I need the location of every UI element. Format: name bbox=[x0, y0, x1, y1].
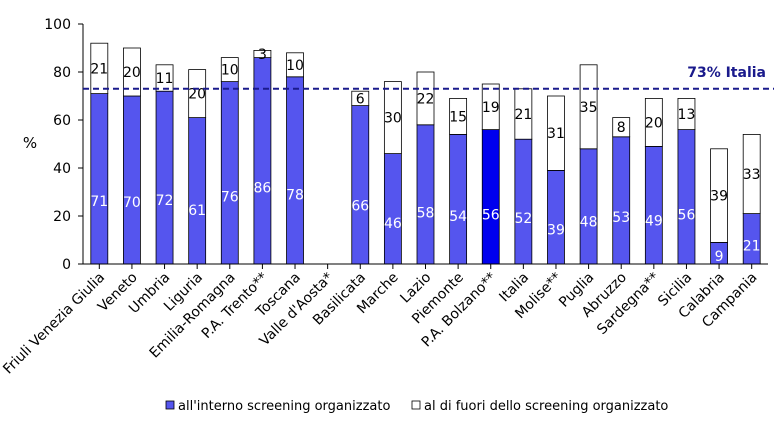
data-label-inside: 56 bbox=[482, 207, 500, 223]
data-label-outside: 11 bbox=[156, 71, 174, 87]
data-label-inside: 56 bbox=[678, 207, 696, 223]
data-label-outside: 8 bbox=[617, 120, 626, 136]
bar-inside bbox=[383, 153, 402, 265]
bar-outside bbox=[742, 133, 761, 214]
y-tick-label: 20 bbox=[53, 209, 71, 225]
reference-line: 73% Italia bbox=[83, 65, 774, 90]
bar-outside bbox=[383, 81, 402, 154]
data-label-outside: 21 bbox=[90, 61, 108, 77]
bar-inside bbox=[449, 133, 468, 265]
bar-inside bbox=[514, 138, 533, 265]
bar-inside bbox=[123, 95, 141, 265]
bar-outside bbox=[123, 47, 141, 97]
data-label-inside: 54 bbox=[449, 209, 467, 225]
bar-inside bbox=[90, 93, 109, 265]
bar-outside bbox=[155, 64, 174, 92]
bar-inside bbox=[286, 76, 304, 265]
data-label-inside: 76 bbox=[221, 190, 239, 206]
data-label-inside: 58 bbox=[417, 205, 435, 221]
bar-outside bbox=[286, 52, 304, 78]
bar-outside bbox=[481, 83, 500, 130]
data-label-outside: 33 bbox=[743, 167, 761, 183]
data-label-inside: 39 bbox=[547, 222, 565, 238]
legend-label: al di fuori dello screening organizzato bbox=[424, 399, 668, 414]
y-tick-label: 60 bbox=[53, 113, 71, 129]
bar-outside bbox=[579, 64, 598, 150]
data-label-outside: 13 bbox=[678, 107, 696, 123]
data-label-inside: 72 bbox=[156, 193, 174, 209]
data-label-inside: 9 bbox=[715, 249, 724, 265]
data-label-inside: 71 bbox=[90, 194, 108, 210]
data-label-outside: 20 bbox=[123, 65, 141, 81]
data-label-outside: 6 bbox=[356, 91, 365, 107]
data-label-inside: 70 bbox=[123, 195, 141, 211]
bar-outside bbox=[612, 117, 631, 138]
y-axis: 0 20 40 60 80 100 bbox=[44, 17, 84, 273]
bar-inside bbox=[481, 129, 500, 265]
reference-line-label: 73% Italia bbox=[687, 65, 766, 81]
data-label-inside: 66 bbox=[351, 198, 369, 214]
bar-inside bbox=[579, 148, 598, 265]
y-tick-label: 80 bbox=[53, 65, 71, 81]
x-axis: Friuli Venezia GiuliaVenetoUmbriaLiguria… bbox=[0, 263, 768, 378]
data-label-outside: 10 bbox=[286, 58, 304, 74]
bar-inside bbox=[547, 169, 565, 265]
data-label-outside: 15 bbox=[449, 109, 467, 125]
data-label-outside: 35 bbox=[580, 100, 598, 116]
y-tick-label: 40 bbox=[53, 161, 71, 177]
bar-inside bbox=[351, 105, 370, 265]
data-label-inside: 46 bbox=[384, 216, 402, 232]
data-label-inside: 78 bbox=[286, 188, 304, 204]
bar-inside bbox=[220, 81, 239, 265]
data-label-outside: 30 bbox=[384, 111, 402, 127]
data-label-outside: 20 bbox=[645, 115, 663, 131]
data-label-inside: 53 bbox=[612, 210, 630, 226]
bar-inside bbox=[612, 136, 631, 265]
bar-outside bbox=[90, 42, 109, 95]
bar-outside bbox=[351, 90, 370, 106]
data-label-inside: 21 bbox=[743, 238, 761, 254]
y-tick-label: 100 bbox=[44, 17, 71, 33]
bar-outside bbox=[220, 57, 239, 82]
bar-inside bbox=[155, 90, 174, 265]
data-label-outside: 19 bbox=[482, 100, 500, 116]
bar-outside bbox=[644, 98, 663, 147]
bars bbox=[90, 42, 761, 265]
data-label-inside: 49 bbox=[645, 213, 663, 229]
bar-inside bbox=[188, 117, 207, 265]
bar-inside bbox=[644, 145, 663, 265]
bar-outside bbox=[710, 148, 728, 243]
data-label-inside: 86 bbox=[253, 181, 271, 197]
bar-outside bbox=[188, 69, 207, 118]
data-label-inside: 61 bbox=[188, 203, 206, 219]
legend: all'interno screening organizzato al di f… bbox=[165, 399, 668, 414]
data-label-outside: 10 bbox=[221, 63, 239, 79]
data-label-inside: 48 bbox=[580, 214, 598, 230]
legend-swatch bbox=[165, 400, 175, 410]
y-tick-label: 0 bbox=[62, 257, 71, 273]
data-label-outside: 31 bbox=[547, 126, 565, 142]
data-label-outside: 3 bbox=[258, 47, 267, 63]
bar-outside bbox=[677, 98, 696, 131]
bar-outside bbox=[253, 50, 272, 59]
data-label-outside: 21 bbox=[514, 107, 532, 123]
bar-inside bbox=[416, 124, 435, 265]
legend-swatch bbox=[411, 400, 421, 410]
data-label-inside: 52 bbox=[514, 211, 532, 227]
bar-inside bbox=[677, 129, 696, 265]
data-label-outside: 39 bbox=[710, 189, 728, 205]
x-tick-label: Friuli Venezia Giulia bbox=[0, 270, 108, 378]
y-axis-label: % bbox=[23, 134, 37, 152]
bar-outside bbox=[449, 98, 468, 135]
bar-outside bbox=[416, 71, 435, 126]
data-label-outside: 20 bbox=[188, 87, 206, 103]
legend-label: all'interno screening organizzato bbox=[178, 399, 390, 414]
data-labels: 7121702072116120761086378106664630582254… bbox=[90, 47, 760, 265]
bar-outside bbox=[547, 95, 565, 171]
data-label-outside: 22 bbox=[417, 91, 435, 107]
